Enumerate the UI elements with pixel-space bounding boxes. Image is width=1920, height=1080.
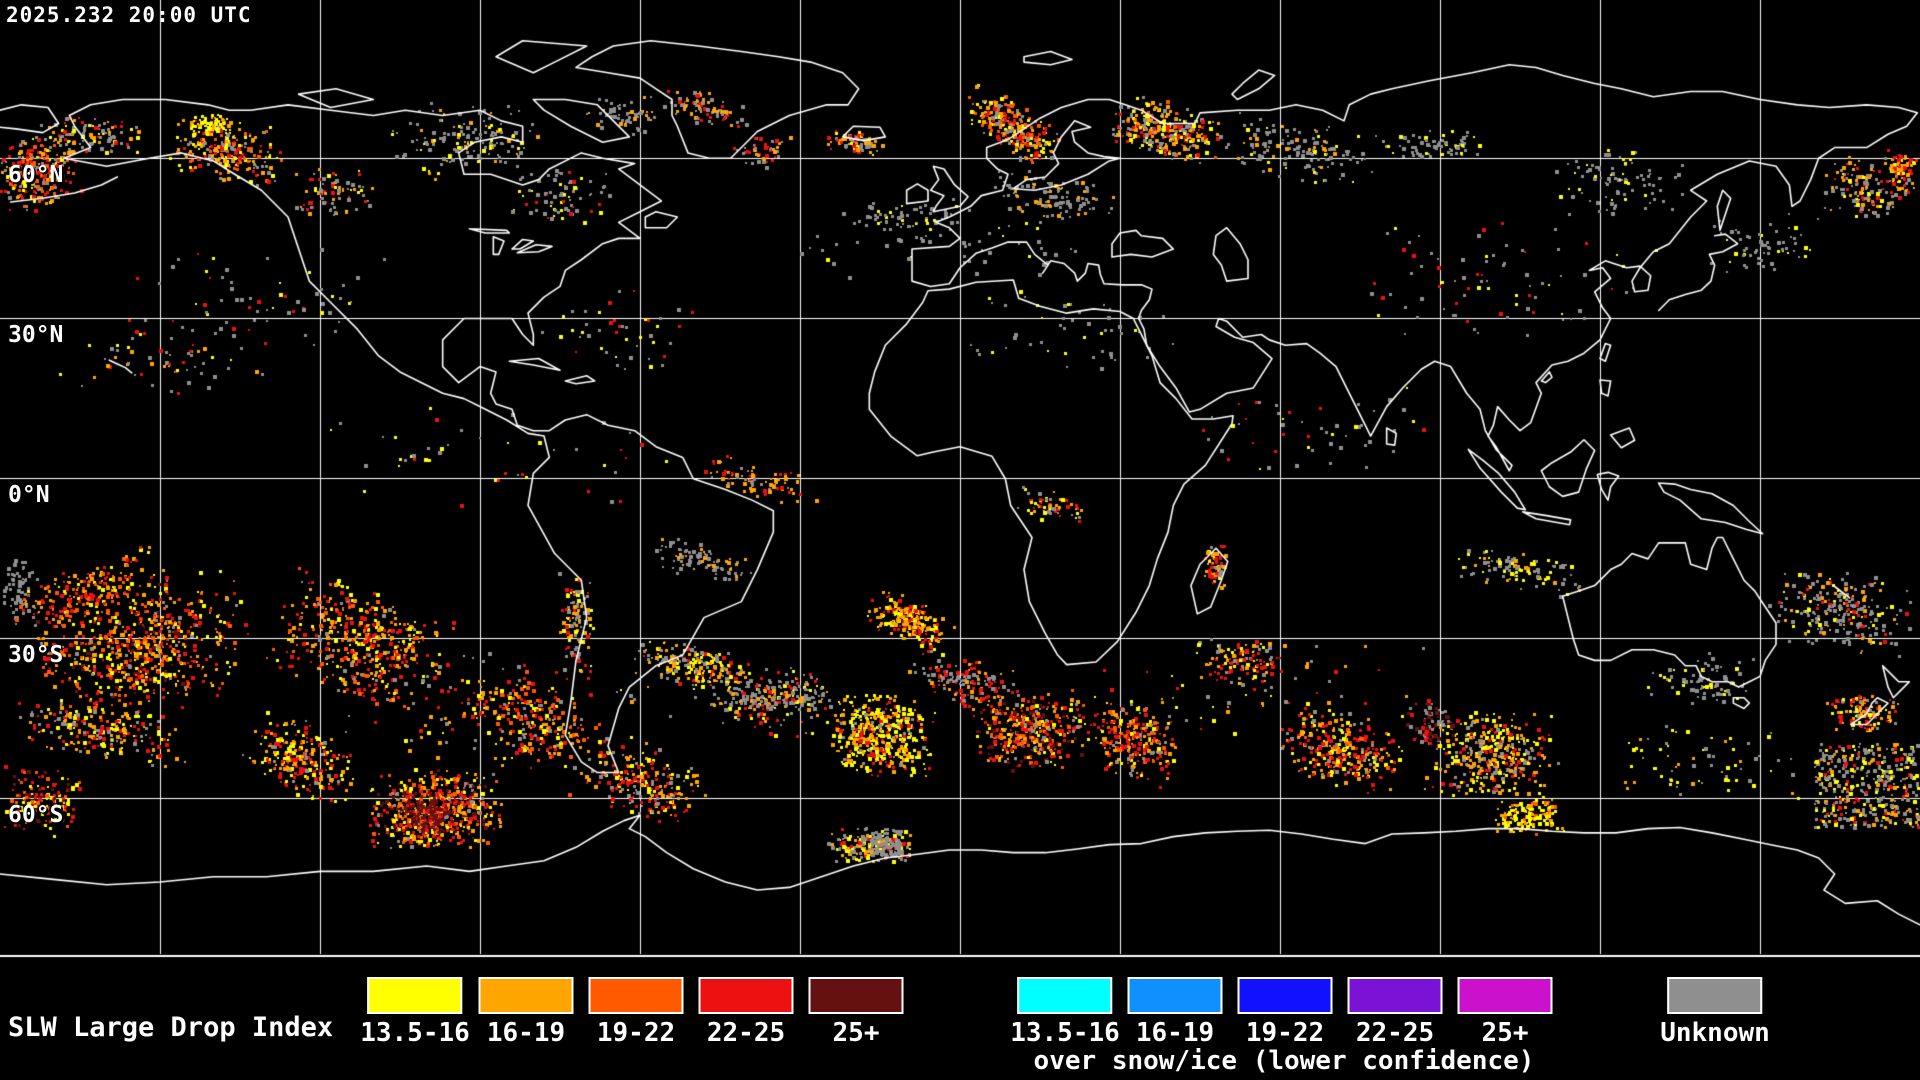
legend-item-unknown: Unknown <box>1660 977 1770 1048</box>
latitude-label: 60°N <box>8 162 64 188</box>
latitude-label: 60°S <box>8 802 64 828</box>
legend-item-standard: 19-22 <box>588 977 684 1048</box>
legend-item-label: 13.5-16 <box>360 1018 470 1048</box>
legend-item-label: 13.5-16 <box>1010 1018 1120 1048</box>
legend-title: SLW Large Drop Index <box>8 1012 334 1043</box>
legend-item-label: 16-19 <box>486 1018 566 1048</box>
legend-swatch <box>367 977 463 1014</box>
legend-item-standard: 16-19 <box>478 977 574 1048</box>
legend-item-label: 22-25 <box>706 1018 786 1048</box>
legend-swatch <box>1457 977 1553 1014</box>
legend-item-standard: 13.5-16 <box>360 977 470 1048</box>
legend-swatch <box>588 977 684 1014</box>
legend-item-snow-ice: 25+ <box>1457 977 1553 1048</box>
latitude-label: 30°S <box>8 642 64 668</box>
world-map-canvas <box>0 0 1920 958</box>
legend-swatch <box>698 977 794 1014</box>
legend-item-label: Unknown <box>1660 1018 1770 1048</box>
legend-swatch <box>808 977 904 1014</box>
legend-swatch <box>1127 977 1223 1014</box>
legend-swatch <box>1237 977 1333 1014</box>
legend-item-label: 25+ <box>1481 1018 1529 1048</box>
legend-item-snow-ice: 19-22 <box>1237 977 1333 1048</box>
legend-item-label: 19-22 <box>1245 1018 1325 1048</box>
legend-item-snow-ice: 22-25 <box>1347 977 1443 1048</box>
timestamp: 2025.232 20:00 UTC <box>6 3 252 27</box>
legend-item-label: 22-25 <box>1355 1018 1435 1048</box>
legend-item-label: 16-19 <box>1135 1018 1215 1048</box>
legend-item-standard: 22-25 <box>698 977 794 1048</box>
legend-swatch <box>1667 977 1763 1014</box>
legend-item-snow-ice: 13.5-16 <box>1010 977 1120 1048</box>
legend-swatch <box>1017 977 1113 1014</box>
legend-snow-ice-subtitle: over snow/ice (lower confidence) <box>1033 1046 1535 1076</box>
legend-item-label: 19-22 <box>596 1018 676 1048</box>
legend-swatch <box>478 977 574 1014</box>
legend-item-standard: 25+ <box>808 977 904 1048</box>
legend-swatch <box>1347 977 1443 1014</box>
latitude-label: 0°N <box>8 482 50 508</box>
legend-item-label: 25+ <box>832 1018 880 1048</box>
legend-item-snow-ice: 16-19 <box>1127 977 1223 1048</box>
latitude-label: 30°N <box>8 322 64 348</box>
